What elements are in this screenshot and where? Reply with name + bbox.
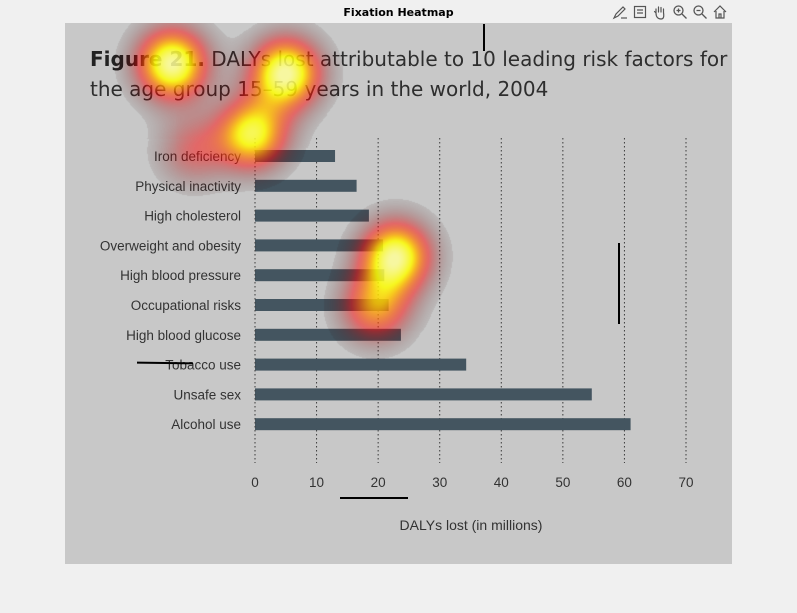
gaze-stroke — [483, 24, 485, 51]
axes-toolbar — [611, 3, 729, 21]
gaze-stroke — [340, 497, 408, 499]
x-tick-label: 0 — [251, 475, 259, 490]
category-label: Tobacco use — [165, 358, 241, 373]
bar — [255, 269, 385, 282]
x-tick-label: 40 — [494, 475, 509, 490]
figure-title-rest: DALYs lost attributable to 10 leading ri… — [205, 47, 728, 71]
category-label: Unsafe sex — [173, 387, 241, 402]
x-axis-label: DALYs lost (in millions) — [400, 517, 543, 533]
zoom-out-icon[interactable] — [691, 3, 709, 21]
gaze-stroke — [618, 243, 620, 324]
x-tick-label: 60 — [617, 475, 632, 490]
category-label: Occupational risks — [131, 298, 242, 313]
category-label: Overweight and obesity — [100, 238, 241, 253]
bar — [255, 418, 631, 431]
x-tick-label: 50 — [555, 475, 570, 490]
figure-image: Figure 21. DALYs lost attributable to 10… — [90, 47, 728, 533]
category-label: High cholesterol — [144, 209, 241, 224]
bar — [255, 209, 369, 222]
zoom-in-icon[interactable] — [671, 3, 689, 21]
figure-title-number: Figure 21. — [90, 47, 205, 71]
bar — [255, 358, 467, 371]
bar — [255, 239, 384, 252]
category-label: Iron deficiency — [154, 149, 241, 164]
home-icon[interactable] — [711, 3, 729, 21]
category-label: High blood pressure — [120, 268, 241, 283]
bar-chart: 0 10 20 30 40 50 60 70 Iron deficiency Physical i… — [100, 138, 694, 490]
bar — [255, 179, 357, 192]
bar — [255, 328, 401, 341]
pan-icon[interactable] — [651, 3, 669, 21]
data-tip-icon[interactable] — [631, 3, 649, 21]
category-label: Physical inactivity — [135, 179, 241, 194]
figure-title-line2: the age group 15–59 years in the world, … — [90, 77, 548, 101]
bar — [255, 150, 336, 162]
brush-icon[interactable] — [611, 3, 629, 21]
x-tick-label: 70 — [678, 475, 693, 490]
category-label: Alcohol use — [171, 417, 241, 432]
category-label: High blood glucose — [126, 328, 241, 343]
bar — [255, 299, 389, 311]
bar — [255, 388, 592, 401]
x-tick-label: 10 — [309, 475, 324, 490]
heatmap-axes[interactable]: Figure 21. DALYs lost attributable to 10… — [65, 23, 732, 564]
x-tick-label: 20 — [371, 475, 386, 490]
figure-window-title: Fixation Heatmap — [343, 6, 454, 19]
x-tick-label: 30 — [432, 475, 447, 490]
figure-title-line1: Figure 21. DALYs lost attributable to 10… — [90, 47, 728, 71]
